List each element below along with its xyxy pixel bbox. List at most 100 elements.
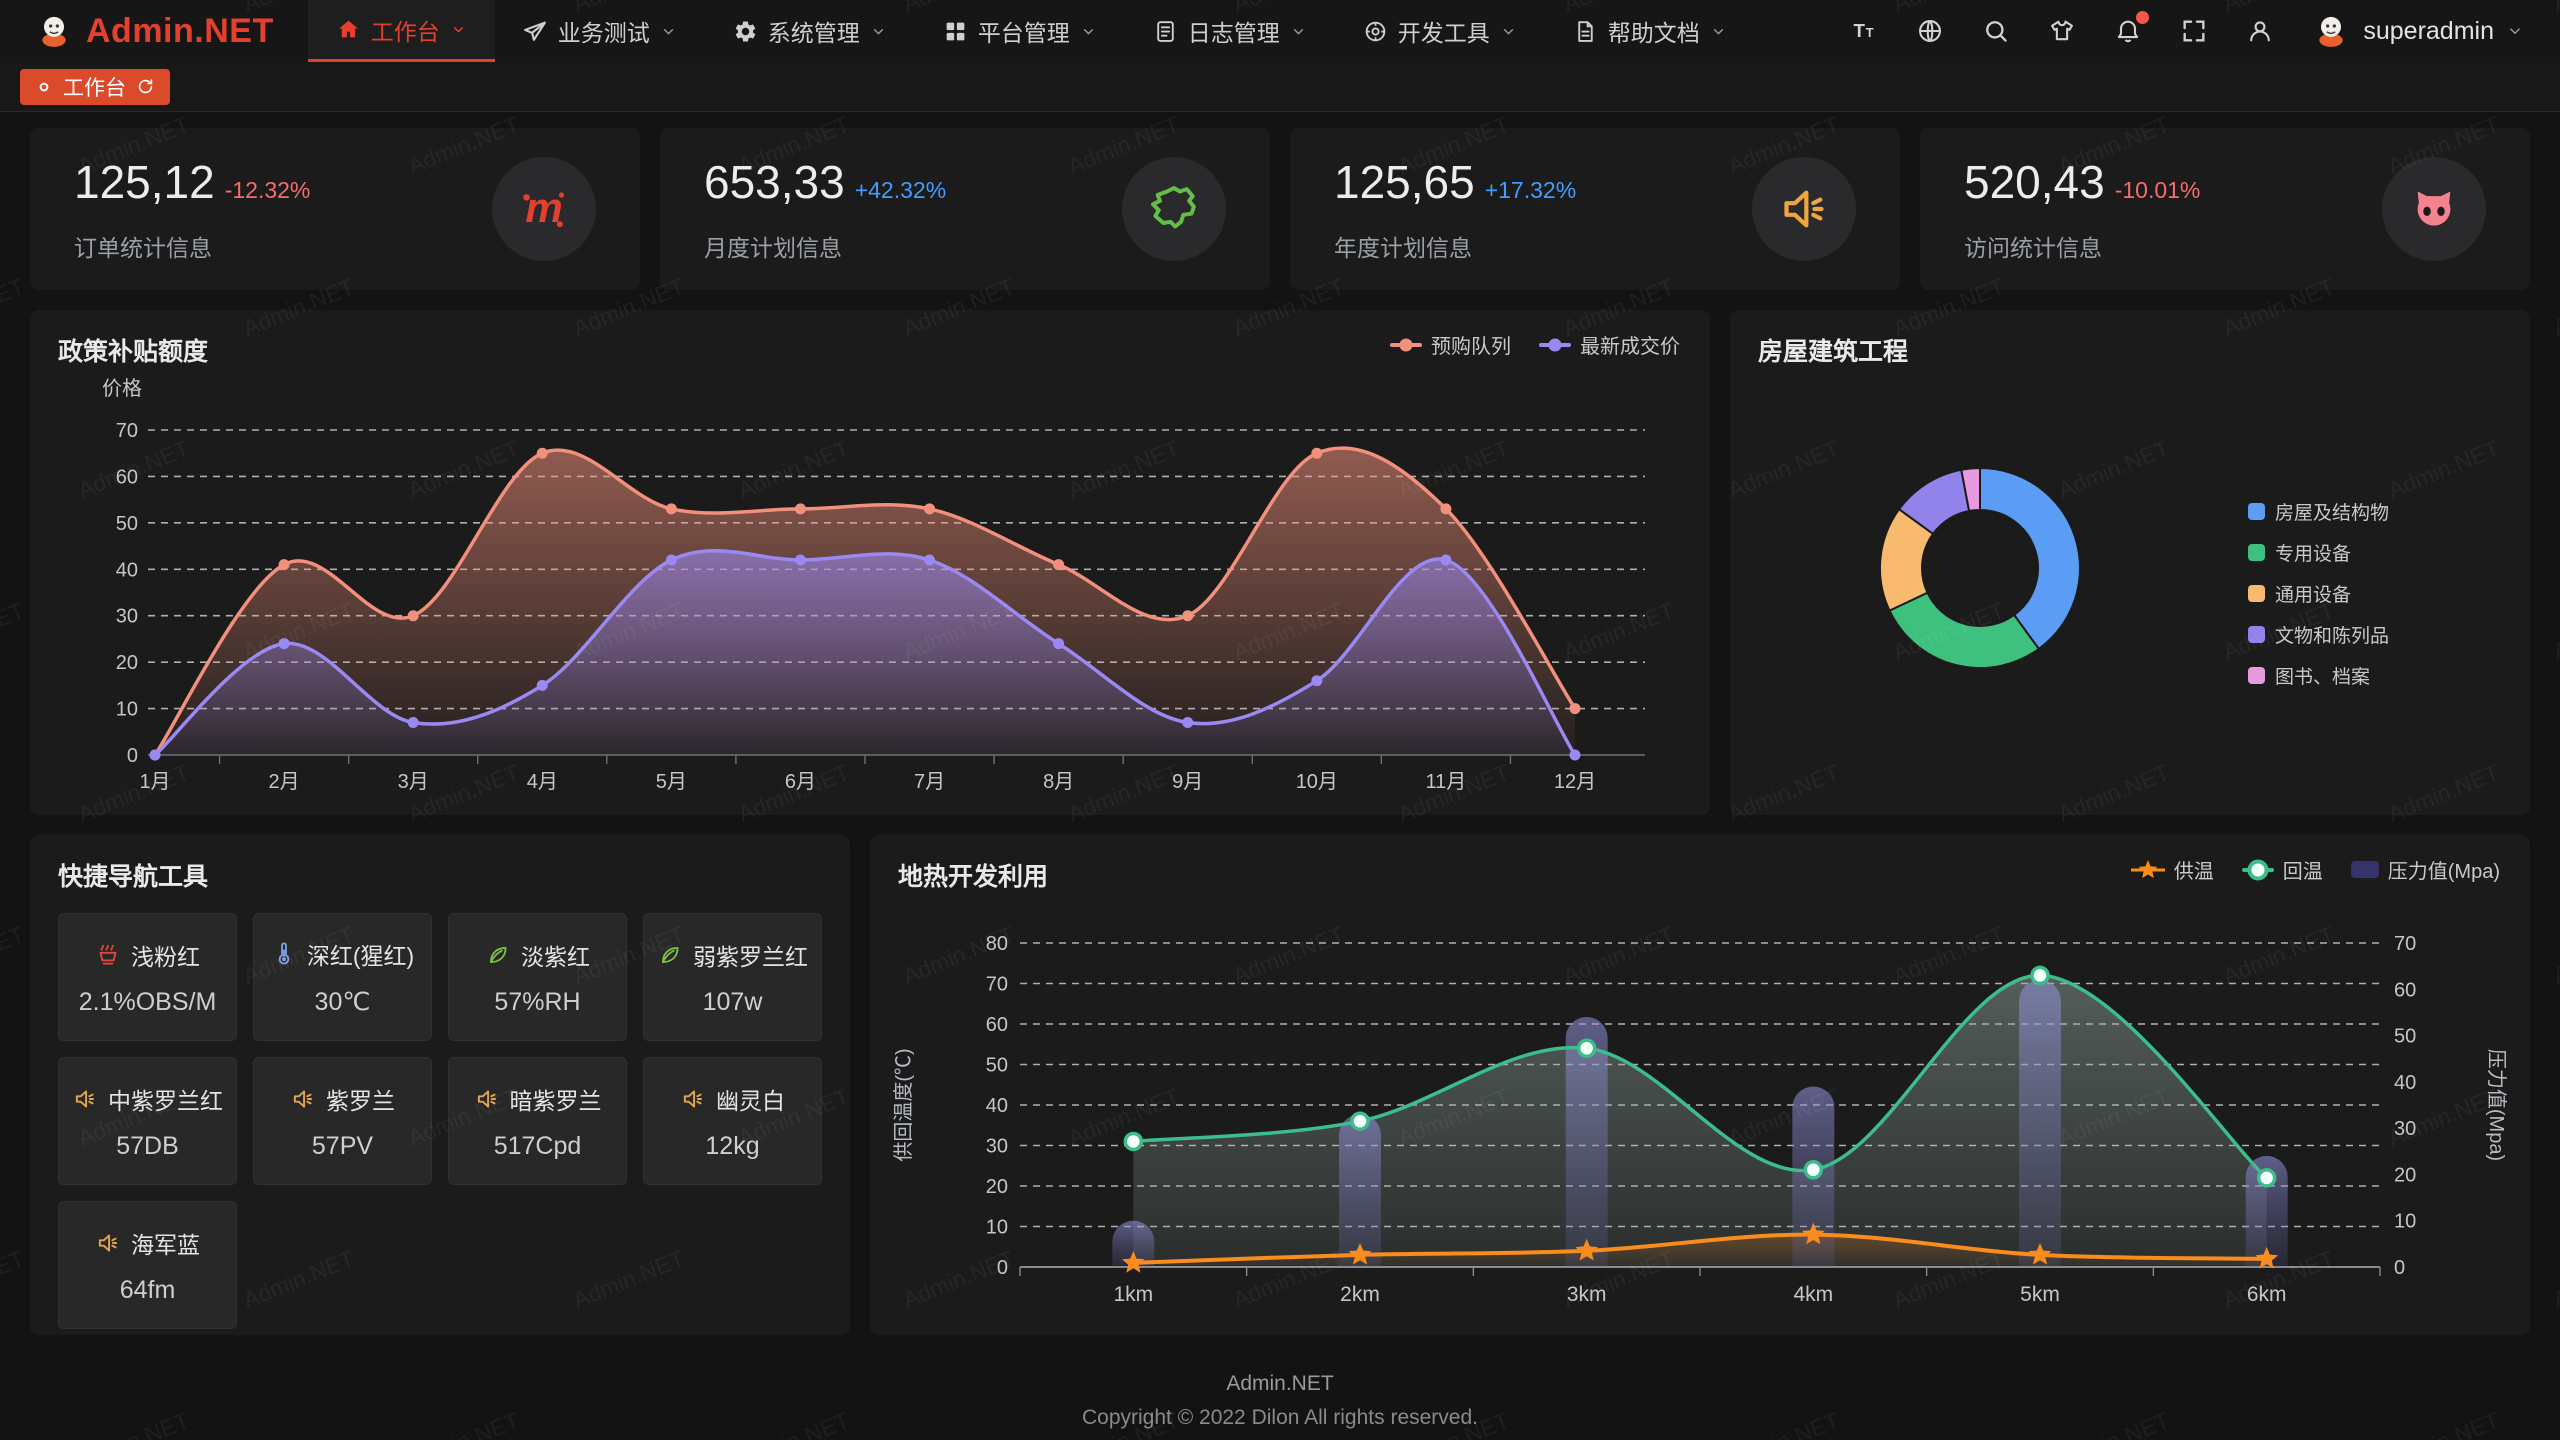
quick-card-value: 57DB [116, 1131, 179, 1160]
quick-nav-card-8[interactable]: 海军蓝 64fm [58, 1201, 237, 1329]
legend-label: 预购队列 [1431, 336, 1511, 358]
panel-title: 房屋建筑工程 [1758, 338, 1909, 366]
search-icon [1986, 21, 2008, 42]
quick-nav-card-0[interactable]: 浅粉红 2.1%OBS/M [58, 913, 237, 1041]
home-icon [338, 20, 358, 38]
svg-text:12月: 12月 [1554, 771, 1596, 793]
dot-icon [39, 82, 49, 91]
legend-marker [2248, 585, 2265, 602]
nav-item-3[interactable]: 平台管理 [915, 0, 1125, 62]
tab-workbench[interactable]: 工作台 [20, 68, 170, 105]
legend-marker [2350, 861, 2379, 878]
watermark-text: Admin.NET [2549, 272, 2560, 342]
svg-text:4月: 4月 [527, 771, 558, 793]
nav-item-1[interactable]: 业务测试 [495, 0, 705, 62]
nav-item-0[interactable]: 工作台 [307, 0, 495, 62]
tools-icon [1365, 21, 1386, 41]
legend-item[interactable]: 预购队列 [1390, 330, 1511, 359]
language-icon-button[interactable] [1915, 16, 1945, 46]
quick-card-label: 中紫罗兰红 [108, 1087, 223, 1114]
quick-card-label: 海军蓝 [131, 1231, 200, 1258]
watermark-text: Admin.NET [0, 596, 28, 666]
speaker-icon [98, 1233, 118, 1252]
notification-icon-button[interactable] [2113, 11, 2150, 46]
geothermal-chart: 0 10 20 30 40 50 60 70 80 0 10 20 30 40 50 60 70 1km 2km 3k… [892, 933, 2508, 1306]
stat-label: 访问统计信息 [1964, 235, 2102, 261]
nav-item-label: 工作台 [370, 18, 440, 45]
legend-item[interactable]: 回温 [2241, 855, 2323, 884]
svg-text:m: m [525, 184, 562, 231]
legend-item[interactable]: 最新成交价 [1539, 330, 1680, 359]
stat-label: 月度计划信息 [704, 235, 842, 261]
quick-nav-card-7[interactable]: 幽灵白 12kg [643, 1057, 822, 1185]
watermark-text: Admin.NET [0, 272, 28, 342]
legend-item[interactable]: 通用设备 [2248, 580, 2389, 607]
watermark-text: Admin.NET [2549, 1244, 2560, 1314]
stat-icon-circle [1752, 157, 1856, 261]
send-icon [523, 21, 546, 41]
refresh-icon [138, 79, 153, 94]
octocat-icon [2417, 191, 2451, 226]
legend-item[interactable]: 压力值(Mpa) [2350, 855, 2500, 884]
quick-card-value: 64fm [119, 1275, 176, 1304]
legend-item[interactable]: 供温 [2130, 855, 2214, 884]
fullscreen-icon-button[interactable] [2179, 16, 2209, 46]
svg-text:20: 20 [2394, 1164, 2416, 1186]
quick-nav-grid: 浅粉红 2.1%OBS/M 深红(猩红) 30℃ 淡紫红 57%RH 弱紫罗兰红 107w 中紫… [58, 913, 822, 1329]
svg-text:5月: 5月 [656, 771, 687, 793]
svg-text:8月: 8月 [1043, 771, 1074, 793]
user-menu[interactable]: superadmin [2311, 11, 2524, 51]
tab-bar: 工作台 [0, 62, 2560, 112]
svg-text:10月: 10月 [1296, 771, 1338, 793]
quick-card-value: 2.1%OBS/M [78, 987, 217, 1016]
watermark-text: Admin.NET [0, 1244, 28, 1314]
quick-nav-card-2[interactable]: 淡紫红 57%RH [448, 913, 627, 1041]
nav-item-6[interactable]: 帮助文档 [1545, 0, 1755, 62]
app-logo[interactable]: Admin.NET [0, 11, 308, 51]
profile-icon-button[interactable] [2245, 16, 2275, 46]
nav-item-2[interactable]: 系统管理 [705, 0, 915, 62]
profile-icon [2250, 21, 2271, 42]
nav-item-5[interactable]: 开发工具 [1335, 0, 1545, 62]
legend-item[interactable]: 文物和陈列品 [2248, 621, 2389, 648]
svg-text:30: 30 [116, 606, 138, 628]
svg-text:30: 30 [986, 1136, 1008, 1158]
quick-nav-card-3[interactable]: 弱紫罗兰红 107w [643, 913, 822, 1041]
stat-delta: -10.01% [2114, 177, 2201, 203]
svg-text:1km: 1km [1113, 1283, 1153, 1306]
nav-item-4[interactable]: 日志管理 [1125, 0, 1335, 62]
chevron-down-icon [663, 28, 673, 34]
watermark-text: Admin.NET [2549, 920, 2560, 990]
theme-icon-button[interactable] [2047, 16, 2077, 46]
quick-nav-card-4[interactable]: 中紫罗兰红 57DB [58, 1057, 237, 1185]
legend-item[interactable]: 专用设备 [2248, 539, 2389, 566]
legend-marker [2248, 544, 2265, 561]
legend-item[interactable]: 图书、档案 [2248, 662, 2389, 689]
quick-card-value: 12kg [705, 1131, 760, 1160]
panel-quick-nav: 快捷导航工具 浅粉红 2.1%OBS/M 深红(猩红) 30℃ 淡紫红 57%RH 弱紫罗兰… [30, 835, 850, 1335]
svg-text:2km: 2km [1340, 1283, 1380, 1306]
stat-delta: -12.32% [224, 177, 311, 203]
tab-dot-icon [35, 78, 53, 96]
legend-marker [1390, 338, 1422, 351]
quick-card-label: 幽灵白 [716, 1087, 785, 1114]
legend-item[interactable]: 房屋及结构物 [2248, 498, 2389, 525]
svg-text:50: 50 [986, 1055, 1008, 1077]
quick-nav-card-1[interactable]: 深红(猩红) 30℃ [253, 913, 432, 1041]
stat-icon-circle: m [492, 157, 596, 261]
legend-label: 专用设备 [2275, 544, 2352, 565]
search-icon-button[interactable] [1981, 16, 2011, 46]
refresh-icon[interactable] [136, 77, 155, 96]
stat-icon-circle [1122, 157, 1226, 261]
quick-card-value: 107w [702, 987, 763, 1016]
quick-card-label: 深红(猩红) [306, 943, 415, 969]
quick-nav-card-6[interactable]: 暗紫罗兰 517Cpd [448, 1057, 627, 1185]
quick-nav-card-5[interactable]: 紫罗兰 57PV [253, 1057, 432, 1185]
svg-text:7月: 7月 [914, 771, 945, 793]
chevron-down-icon [1713, 28, 1723, 34]
speaker-icon [477, 1089, 496, 1108]
speaker-icon [1784, 190, 1824, 228]
stat-delta: +17.32% [1484, 177, 1577, 203]
svg-text:0: 0 [997, 1257, 1008, 1279]
